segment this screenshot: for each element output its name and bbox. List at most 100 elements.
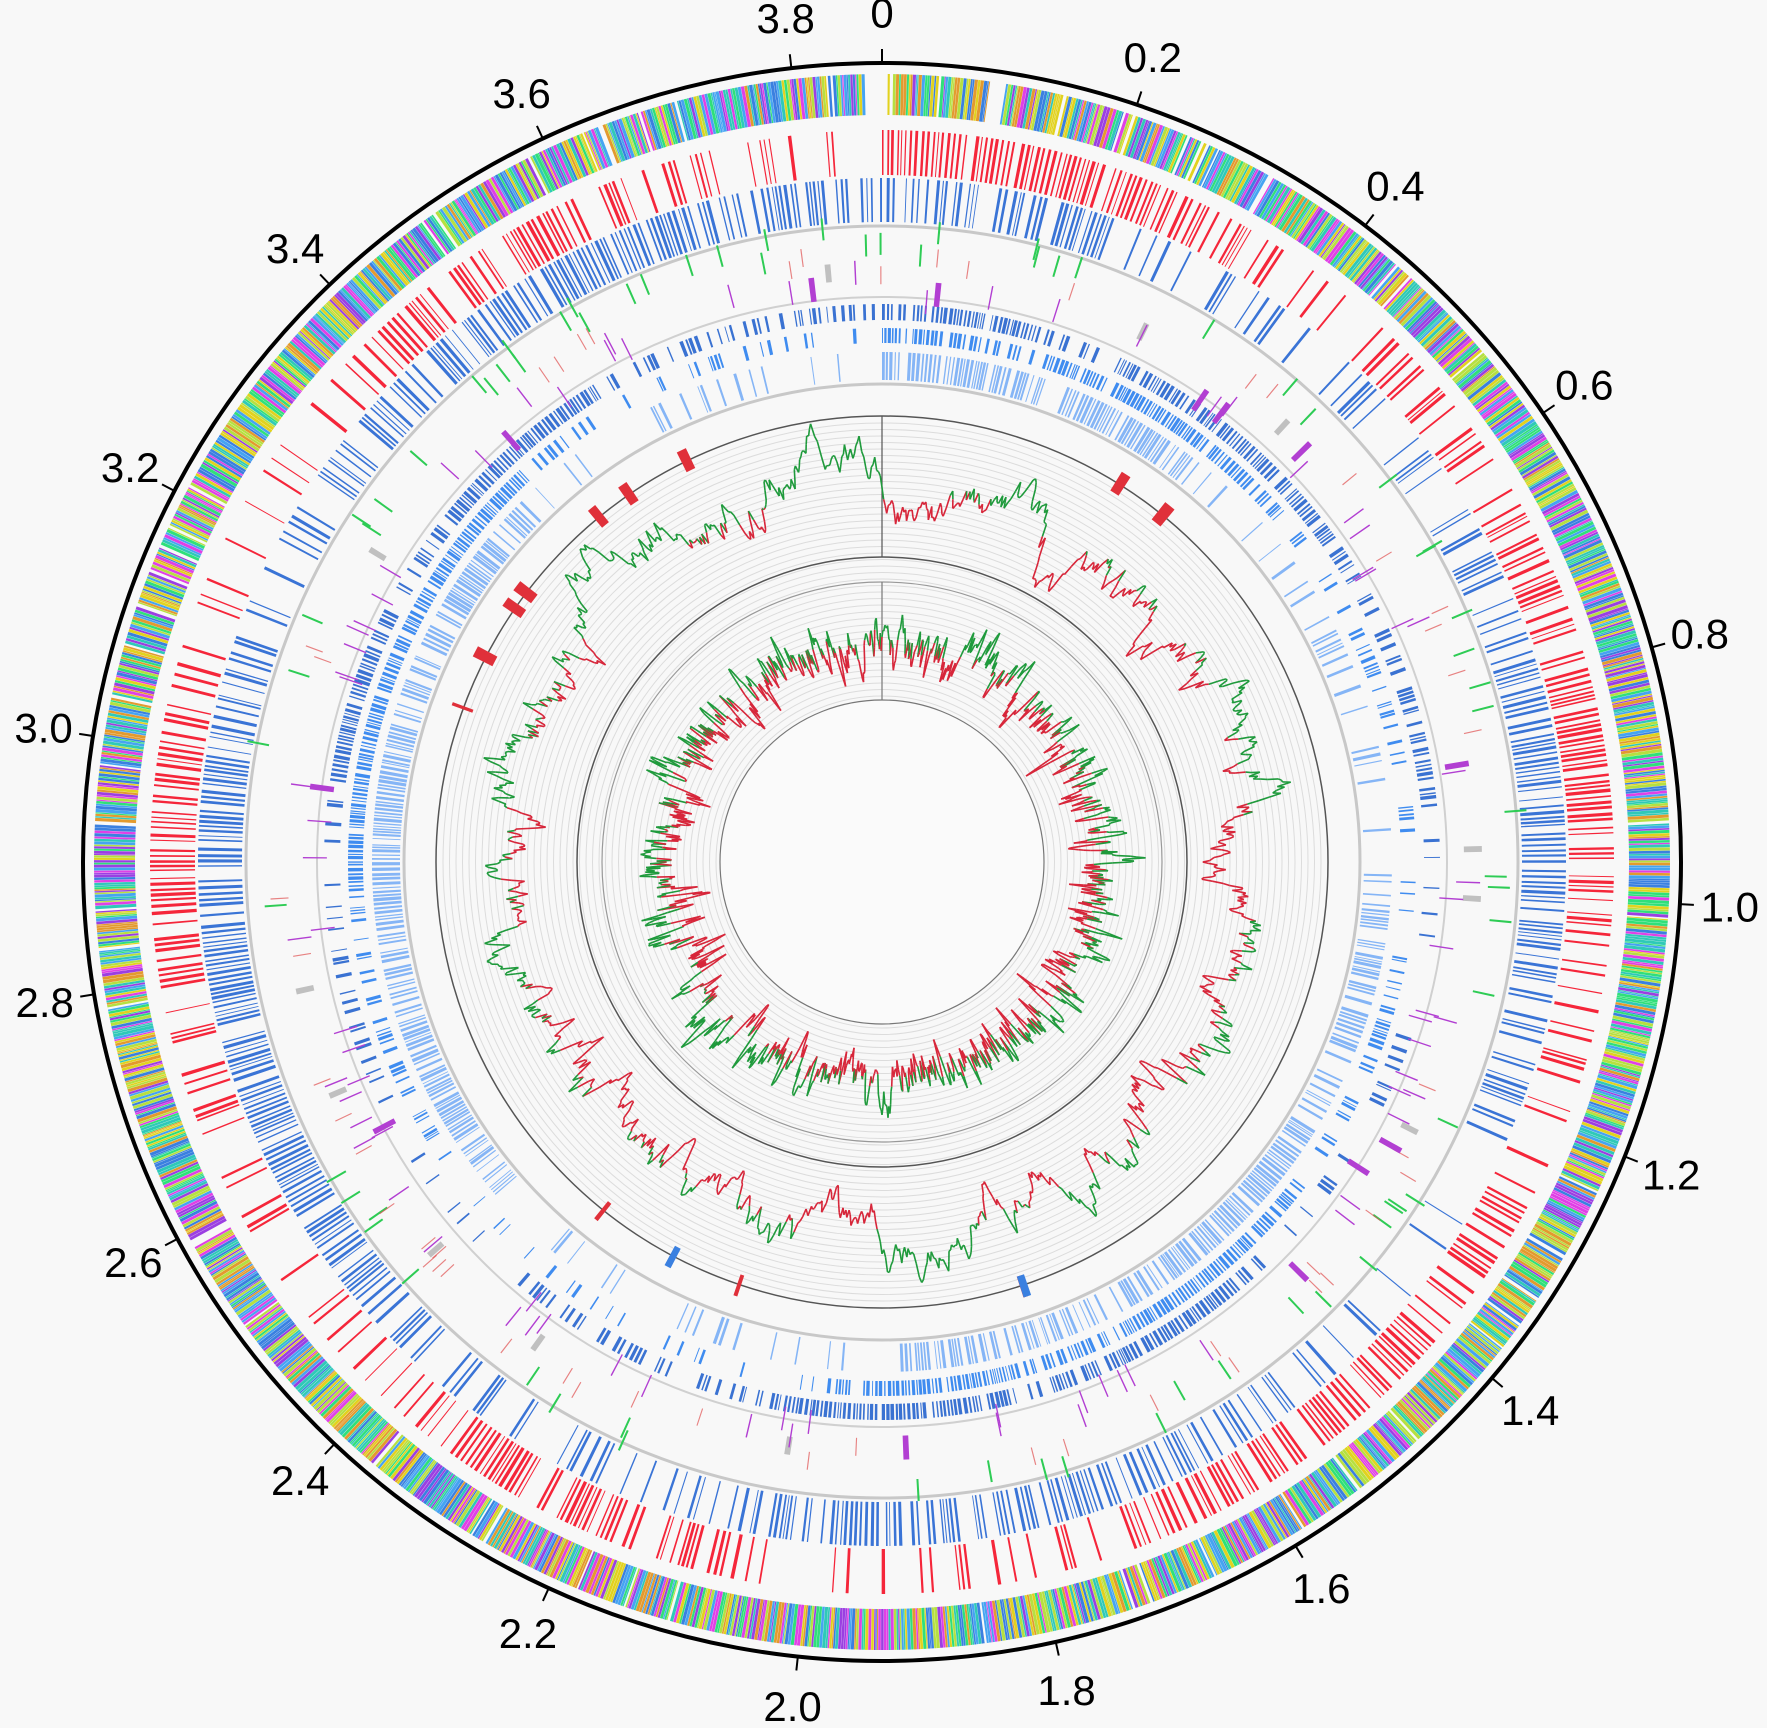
cog-gene	[1051, 94, 1064, 136]
cog-gene	[148, 1135, 188, 1153]
cog-gene	[197, 468, 235, 492]
cog-gene	[177, 1197, 216, 1218]
cog-gene	[1009, 85, 1018, 127]
cog-gene	[94, 899, 136, 903]
cog-gene	[1622, 961, 1663, 969]
forward-cds	[1568, 857, 1614, 860]
cog-gene	[101, 750, 143, 758]
cog-gene	[1255, 1508, 1277, 1545]
cog-gene	[1402, 1396, 1433, 1428]
cog-gene	[385, 249, 413, 282]
cog-gene	[1508, 1265, 1545, 1291]
cog-gene	[1334, 234, 1360, 268]
cog-gene	[303, 324, 336, 355]
cog-gene	[1057, 95, 1069, 137]
cog-gene	[112, 687, 154, 700]
cog-gene	[1213, 1530, 1235, 1569]
cog-gene	[1489, 402, 1524, 429]
cog-gene	[1615, 1001, 1657, 1013]
cog-gene	[1279, 1493, 1303, 1530]
cog-gene	[1201, 149, 1221, 188]
cog-gene	[1236, 1518, 1259, 1556]
cog-gene	[1285, 199, 1310, 235]
cog-gene	[1262, 1503, 1286, 1540]
cog-gene	[1187, 1543, 1206, 1582]
blast-2-hit	[895, 1380, 900, 1396]
cog-gene	[1231, 165, 1253, 203]
cog-gene	[603, 1560, 620, 1600]
cog-gene	[1342, 1448, 1370, 1483]
cog-gene	[556, 143, 576, 182]
cog-gene	[627, 1568, 642, 1609]
cog-gene	[1269, 188, 1293, 225]
cog-gene	[813, 1606, 820, 1648]
cog-gene	[273, 360, 307, 388]
cog-gene	[94, 830, 136, 835]
cog-gene	[1034, 1592, 1046, 1634]
cog-gene	[1628, 894, 1670, 898]
cog-gene	[229, 1280, 265, 1306]
cog-gene	[95, 816, 137, 820]
cog-gene	[1387, 1410, 1417, 1443]
cog-gene	[222, 429, 258, 453]
cog-gene	[1040, 92, 1051, 133]
cog-gene	[1368, 1427, 1398, 1461]
cog-gene	[979, 80, 988, 122]
cog-gene	[1266, 186, 1291, 224]
cog-gene	[909, 1608, 914, 1650]
cog-gene	[761, 1600, 770, 1642]
cog-gene	[878, 1608, 881, 1650]
cog-gene	[1178, 1546, 1197, 1586]
cog-gene	[460, 1493, 486, 1530]
cog-gene	[1179, 139, 1198, 178]
cog-gene	[949, 77, 956, 119]
cog-gene	[430, 1474, 456, 1509]
cog-gene	[115, 1034, 156, 1047]
cog-gene	[1220, 159, 1242, 198]
cog-gene	[101, 754, 143, 763]
cog-gene	[212, 1256, 249, 1281]
cog-gene	[462, 193, 486, 230]
blast-2-hit	[884, 1380, 886, 1396]
cog-gene	[1556, 1180, 1595, 1200]
cog-gene	[537, 1533, 557, 1572]
cog-gene	[472, 1500, 496, 1537]
cog-gene	[1542, 1210, 1579, 1231]
cog-gene	[144, 583, 184, 600]
cog-gene	[642, 1573, 658, 1614]
cog-gene	[1610, 1027, 1651, 1039]
cog-gene	[107, 717, 148, 727]
cog-gene	[832, 1607, 838, 1649]
cog-gene	[201, 1239, 239, 1262]
cog-gene	[101, 751, 143, 760]
cog-gene	[163, 537, 202, 556]
cog-gene	[1358, 254, 1386, 288]
cog-gene	[283, 348, 316, 376]
cog-gene	[314, 314, 345, 345]
cog-gene	[100, 955, 142, 963]
cog-gene	[159, 1159, 198, 1178]
cog-gene	[1489, 1295, 1524, 1322]
cog-gene	[1431, 1366, 1463, 1396]
cog-gene	[1404, 1395, 1434, 1426]
cog-gene	[1619, 980, 1661, 989]
cog-gene	[379, 1437, 408, 1471]
cog-gene	[1619, 737, 1661, 747]
cog-gene	[1400, 294, 1432, 327]
cog-gene	[306, 322, 338, 352]
gc-content-segment	[1039, 579, 1043, 583]
cog-gene	[1159, 130, 1177, 170]
cog-gene	[407, 1458, 434, 1493]
cog-gene	[612, 1563, 629, 1604]
cog-gene	[784, 1603, 793, 1645]
cog-gene	[1628, 879, 1670, 883]
cog-gene	[588, 1555, 606, 1595]
cog-gene	[265, 368, 300, 397]
cog-gene	[428, 1472, 454, 1508]
cog-gene	[95, 808, 137, 815]
cog-gene	[1504, 1274, 1540, 1299]
cog-gene	[1163, 131, 1181, 171]
cog-gene	[1466, 1325, 1500, 1353]
cog-gene	[796, 1604, 805, 1646]
cog-gene	[1538, 1217, 1575, 1239]
